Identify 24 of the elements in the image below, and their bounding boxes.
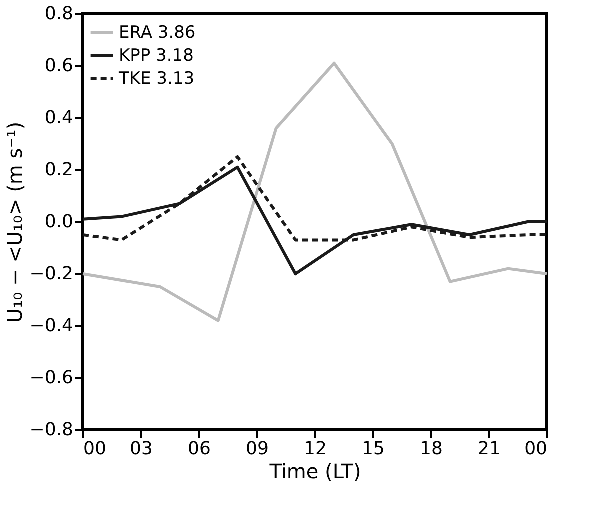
- y-tick-label: −0.8: [30, 420, 74, 440]
- x-tick-label: 21: [478, 438, 501, 460]
- x-tick-label: 00: [524, 438, 548, 460]
- legend-label: KPP 3.18: [119, 46, 194, 66]
- x-tick-label: 09: [246, 438, 269, 460]
- y-tick-label: −0.2: [30, 264, 74, 284]
- x-tick-label: 12: [304, 438, 327, 460]
- y-tick-label: 0.8: [44, 4, 74, 24]
- x-tick-label: 00: [84, 438, 106, 460]
- legend-label: ERA 3.86: [119, 23, 196, 43]
- y-tick-label: 0.2: [44, 160, 74, 180]
- y-axis-title: U₁₀ − <U₁₀> (m s⁻¹): [2, 122, 27, 324]
- x-tick-label: 15: [362, 438, 385, 460]
- y-tick-label: 0.0: [44, 212, 74, 232]
- x-tick-label: 03: [130, 438, 153, 460]
- x-tick-label: 18: [420, 438, 443, 460]
- y-tick-label: −0.6: [30, 368, 74, 388]
- x-tick-label: 06: [188, 438, 211, 460]
- y-tick-label: 0.4: [44, 108, 74, 128]
- line-series: [82, 62, 548, 322]
- y-tick-label: 0.6: [44, 56, 74, 76]
- y-tick-label: −0.4: [30, 316, 74, 336]
- x-axis-title: Time (LT): [268, 460, 362, 484]
- legend-label: TKE 3.13: [118, 69, 195, 89]
